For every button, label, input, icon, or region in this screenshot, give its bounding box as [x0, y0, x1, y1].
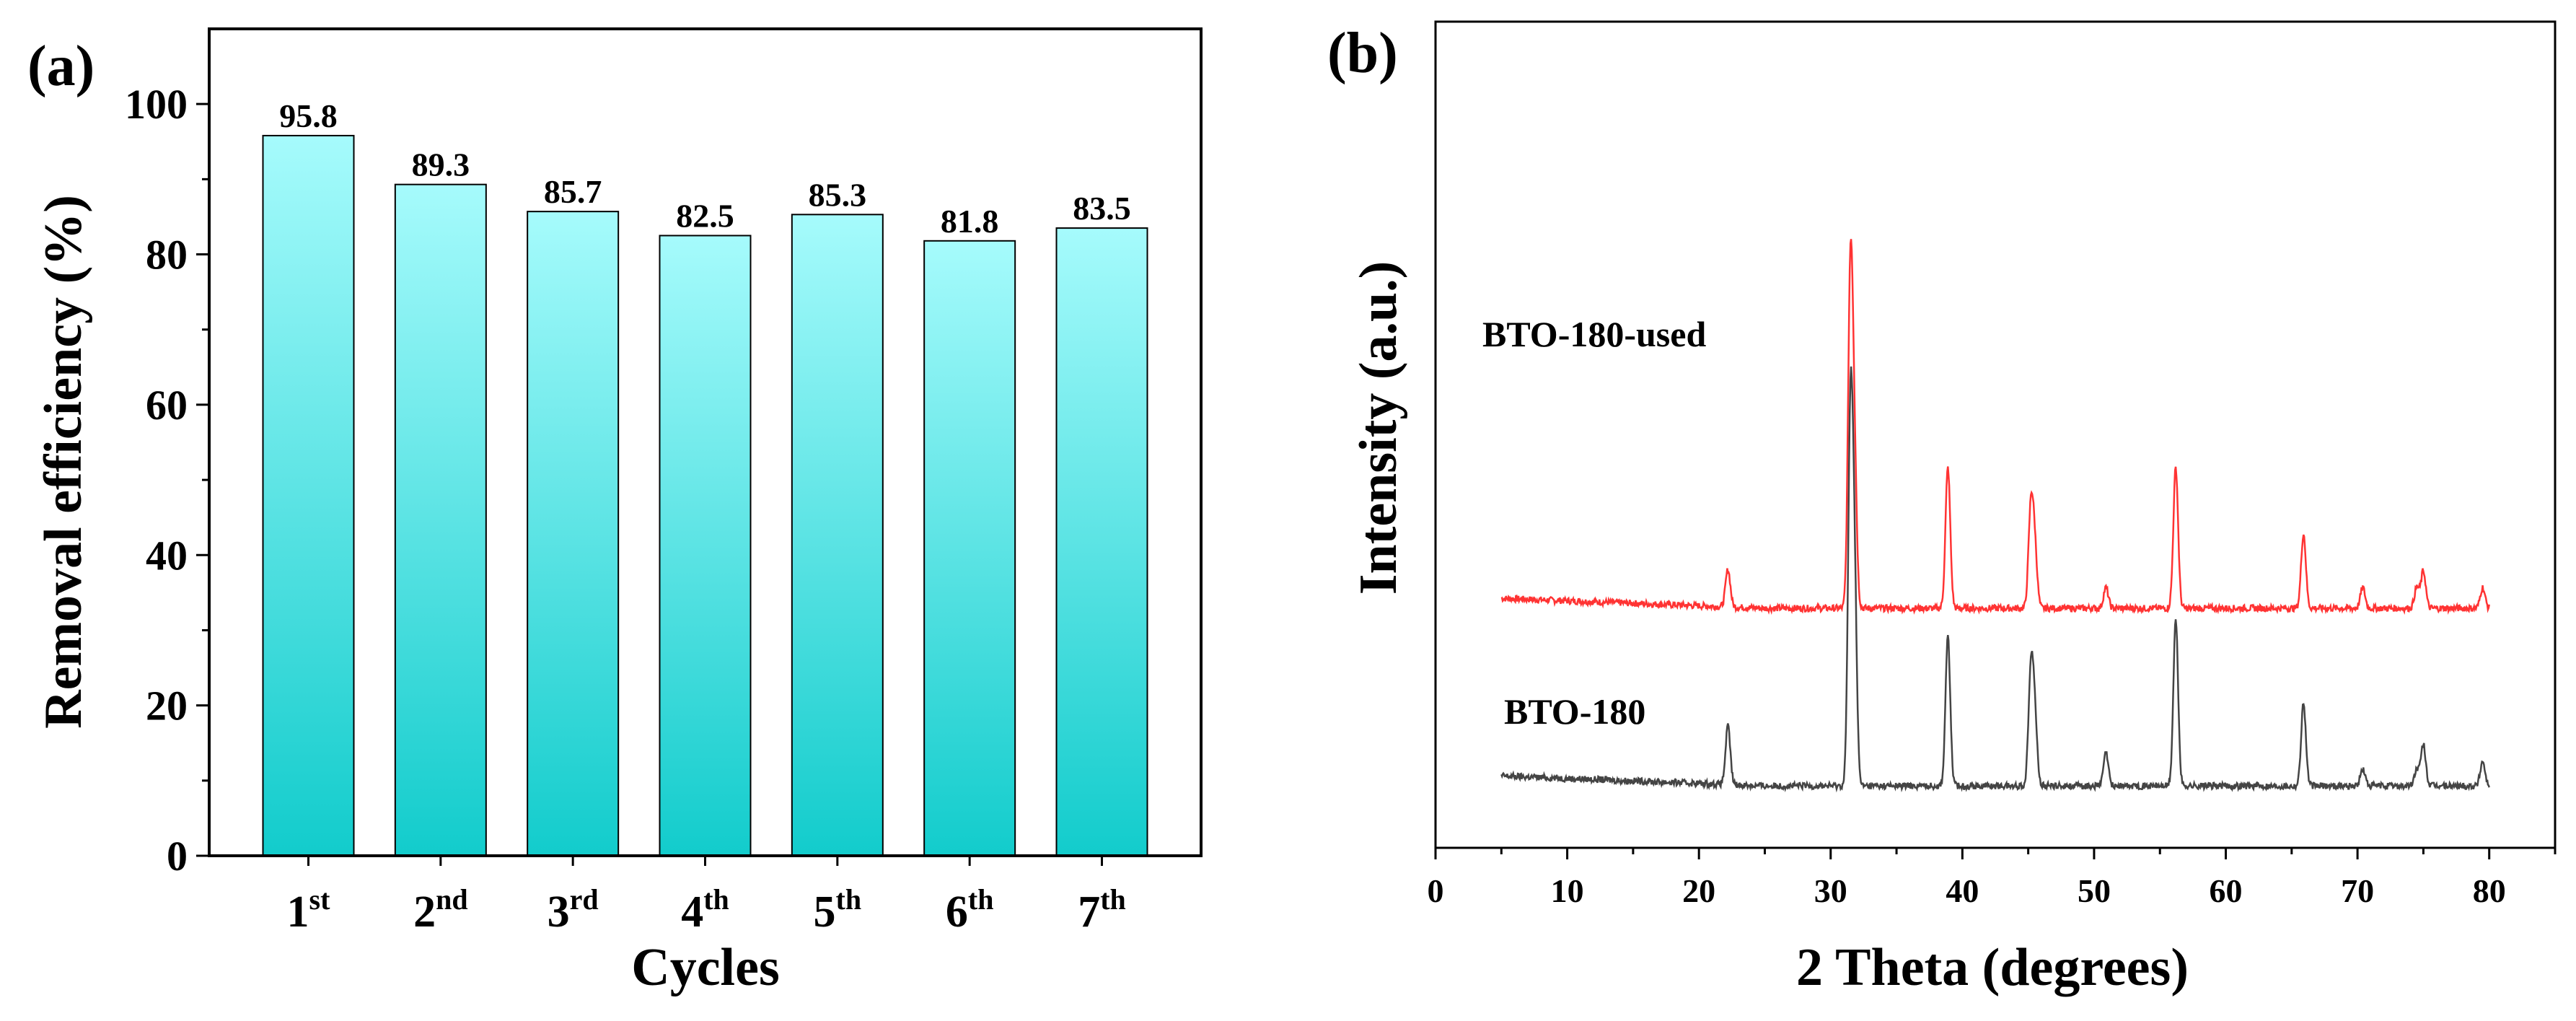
bar — [527, 211, 620, 856]
y-tick-label: 20 — [146, 683, 188, 729]
data-label: 83.5 — [1073, 190, 1131, 227]
series-group — [1500, 239, 2490, 793]
x-tick-label: 70 — [2341, 872, 2374, 909]
data-label: 95.8 — [279, 97, 338, 134]
x-tick-label: 2nd — [413, 883, 468, 937]
x-tick-label: 5th — [814, 883, 862, 937]
axes-group: 0 10 20 30 40 50 60 70 80 — [1428, 20, 2557, 909]
axes-group: 1st 2nd 3rd 4th 5th 6th 7th 0 20 40 60 80 100 — [125, 27, 1203, 937]
bar — [923, 240, 1016, 856]
bar-chart-panel: (a) 95.8 89.3 85.7 82.5 85.3 81.8 83.5 1st 2nd 3… — [27, 27, 1203, 997]
bar — [262, 134, 355, 857]
y-tick-label: 0 — [167, 833, 188, 880]
x-tick-label: 60 — [2210, 872, 2243, 909]
y-tick-label: 60 — [146, 382, 188, 429]
x-tick-label: 30 — [1814, 872, 1847, 909]
x-tick-label: 3rd — [548, 883, 599, 937]
data-label: 89.3 — [412, 146, 470, 183]
bars-group: 95.8 89.3 85.7 82.5 85.3 81.8 83.5 — [262, 97, 1148, 857]
data-label: 82.5 — [676, 198, 734, 235]
x-tick-label: 6th — [946, 883, 994, 937]
x-tick-label: 10 — [1551, 872, 1584, 909]
xrd-line-fresh — [1500, 366, 2490, 793]
x-axis-title: Cycles — [631, 938, 780, 997]
x-tick-label: 1st — [287, 883, 331, 937]
bar — [1055, 227, 1148, 856]
x-tick-label: 40 — [1946, 872, 1979, 909]
x-tick-label: 50 — [2078, 872, 2111, 909]
plot-frame — [208, 27, 1203, 857]
data-label: 85.3 — [809, 176, 867, 213]
panel-label-b: (b) — [1327, 22, 1398, 85]
x-tick-label: 0 — [1428, 872, 1444, 909]
xrd-line-used — [1500, 239, 2490, 615]
bar — [659, 235, 752, 856]
y-axis-title: Intensity (a.u.) — [1349, 261, 1408, 595]
y-tick-label: 40 — [146, 532, 188, 579]
bar — [394, 183, 487, 856]
panel-label-a: (a) — [27, 35, 94, 98]
series-label-fresh: BTO-180 — [1504, 691, 1645, 732]
xrd-chart-panel: (b) 0 10 20 30 40 50 60 70 80 BTO-180-used BTO-1… — [1327, 20, 2557, 997]
bar — [791, 214, 884, 856]
y-tick-label: 100 — [125, 81, 188, 128]
data-label: 81.8 — [941, 203, 999, 240]
y-tick-label: 80 — [146, 232, 188, 279]
series-label-used: BTO-180-used — [1482, 314, 1706, 354]
x-tick-label: 20 — [1682, 872, 1715, 909]
y-axis-title: Removal efficiency (%) — [34, 195, 93, 729]
x-tick-label: 7th — [1078, 883, 1126, 937]
x-tick-label: 80 — [2473, 872, 2506, 909]
data-label: 85.7 — [544, 173, 602, 210]
plot-frame — [1434, 20, 2557, 849]
x-tick-label: 4th — [681, 883, 729, 937]
x-axis-title: 2 Theta (degrees) — [1796, 938, 2189, 997]
